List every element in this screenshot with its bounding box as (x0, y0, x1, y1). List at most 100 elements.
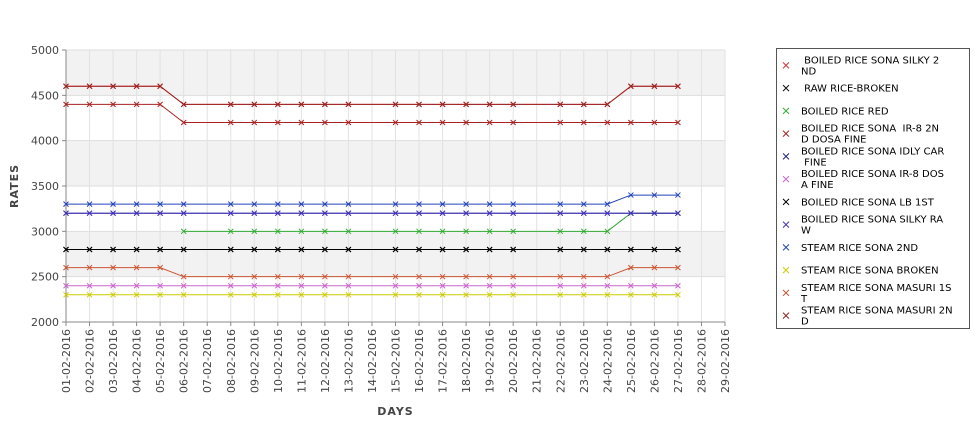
data-point (651, 264, 658, 271)
series-line (66, 103, 678, 124)
legend-label: D (801, 317, 809, 328)
y-tick-label: 4500 (31, 89, 59, 102)
data-point (675, 83, 681, 90)
data-point (510, 282, 517, 289)
data-point (157, 101, 163, 108)
x-tick-label: 18-02-2016 (460, 329, 473, 393)
legend-marker (782, 266, 790, 274)
legend-label: BOILED RICE SONA IR-8 2N (801, 124, 939, 135)
x-tick-label: 23-02-2016 (578, 329, 591, 393)
data-point (322, 101, 328, 108)
data-point (110, 282, 116, 289)
data-point (392, 282, 399, 289)
data-point (392, 291, 399, 298)
data-point (110, 210, 116, 217)
data-point (251, 210, 258, 217)
chart-legend: BOILED RICE SONA SILKY 2ND RAW RICE-BROK… (776, 48, 970, 329)
data-point (251, 101, 258, 108)
data-point (557, 101, 564, 108)
x-tick-label: 24-02-2016 (601, 329, 614, 393)
data-point (63, 264, 69, 271)
legend-label: BOILED RICE SONA SILKY RA (801, 215, 943, 226)
legend-marker (782, 289, 790, 297)
data-point (463, 228, 469, 235)
data-point (63, 282, 69, 289)
data-point (157, 246, 163, 253)
data-point (416, 246, 422, 253)
data-point (628, 282, 634, 289)
legend-label: STEAM RICE SONA MASURI 1S (801, 283, 951, 294)
data-point (180, 228, 187, 235)
data-point (439, 246, 446, 253)
legend-marker (782, 130, 790, 137)
data-point (322, 201, 328, 207)
x-tick-label: 09-02-2016 (248, 329, 261, 393)
data-point (110, 101, 116, 108)
data-point (86, 210, 93, 217)
data-point (416, 282, 422, 289)
legend-item: BOILED RICE SONA IR-8 DOSA FINE (782, 169, 944, 191)
data-point (463, 119, 469, 126)
data-point (227, 291, 234, 298)
data-point (439, 119, 446, 126)
data-point (63, 246, 69, 253)
data-point (180, 282, 187, 289)
data-point (180, 291, 187, 298)
data-point (251, 282, 258, 289)
data-point (392, 101, 399, 108)
legend-marker (782, 153, 790, 160)
data-point (463, 291, 469, 298)
data-point (133, 246, 140, 253)
data-point (510, 201, 517, 207)
data-point (345, 101, 352, 108)
data-point (604, 273, 611, 280)
x-axis-title: DAYS (377, 405, 413, 418)
x-tick-label: 11-02-2016 (295, 329, 308, 393)
legend-label: T (800, 294, 808, 305)
data-point (157, 282, 163, 289)
data-point (675, 282, 681, 289)
data-point (463, 101, 469, 108)
x-tick-label: 05-02-2016 (154, 329, 167, 393)
x-tick-label: 08-02-2016 (225, 329, 238, 393)
data-point (392, 228, 399, 235)
data-point (133, 210, 140, 217)
data-point (416, 201, 422, 207)
data-point (580, 282, 587, 289)
data-point (110, 264, 116, 271)
data-point (180, 119, 187, 126)
data-point (133, 201, 140, 207)
data-point (345, 246, 352, 253)
x-tick-label: 15-02-2016 (390, 329, 403, 393)
series-8 (63, 210, 681, 217)
x-tick-label: 29-02-2016 (719, 329, 732, 393)
data-point (557, 201, 564, 207)
data-point (251, 201, 258, 207)
y-tick-label: 3000 (31, 225, 59, 238)
data-point (439, 291, 446, 298)
data-point (157, 83, 163, 90)
data-point (274, 228, 281, 235)
data-point (392, 246, 399, 253)
x-tick-label: 03-02-2016 (107, 329, 120, 393)
legend-item: STEAM RICE SONA BROKEN (782, 266, 939, 277)
data-point (227, 201, 234, 207)
legend-label: RAW RICE-BROKEN (801, 84, 899, 95)
legend-label: D DOSA FINE (801, 135, 867, 146)
data-point (486, 201, 493, 207)
data-point (392, 119, 399, 126)
data-point (345, 119, 352, 126)
data-point (180, 101, 187, 108)
data-point (651, 282, 658, 289)
data-point (110, 246, 116, 253)
data-point (322, 282, 328, 289)
data-point (345, 273, 352, 280)
series-line (66, 85, 678, 105)
legend-marker (782, 312, 790, 319)
data-point (463, 282, 469, 289)
data-point (557, 228, 564, 235)
data-point (439, 101, 446, 108)
data-point (63, 101, 69, 108)
data-point (580, 119, 587, 126)
